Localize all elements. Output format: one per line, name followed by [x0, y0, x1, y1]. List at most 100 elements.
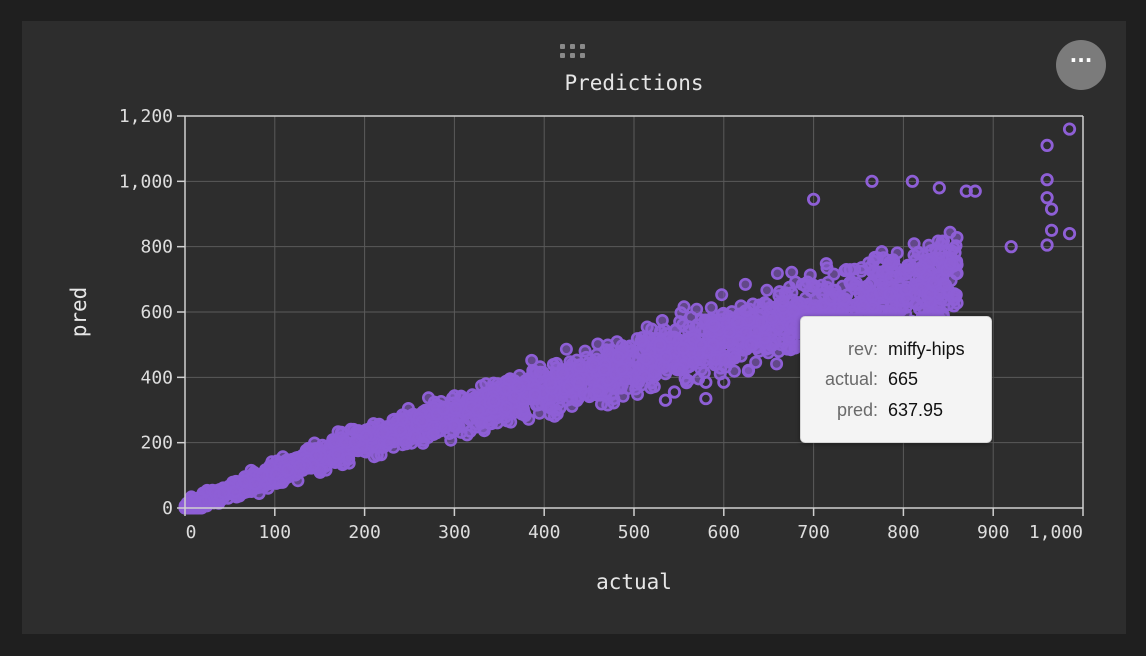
data-point: [676, 318, 690, 332]
tooltip-value: miffy-hips: [888, 339, 965, 359]
data-point: [408, 429, 422, 443]
data-point: [610, 335, 624, 349]
data-point: [658, 393, 673, 407]
data-point: [647, 380, 661, 394]
data-point: [837, 292, 851, 306]
y-tick-label: 1,000: [119, 171, 173, 192]
data-point: [533, 365, 547, 379]
data-point: [959, 184, 973, 198]
data-point: [499, 401, 513, 415]
data-point: [856, 299, 870, 313]
data-point: [900, 292, 914, 306]
data-point: [634, 334, 648, 348]
data-point: [238, 485, 252, 499]
data-point: [694, 338, 708, 352]
data-point: [677, 300, 691, 314]
data-point: [717, 375, 731, 389]
data-point: [449, 401, 463, 415]
data-point: [189, 499, 203, 513]
data-point: [931, 234, 945, 248]
data-point: [722, 325, 736, 339]
data-point: [376, 425, 390, 439]
data-point: [587, 357, 601, 371]
tooltip-row-actual: actual: 665: [801, 369, 991, 391]
data-point: [655, 313, 669, 327]
data-point: [932, 246, 946, 260]
data-point: [731, 315, 745, 329]
x-tick-label: 500: [618, 522, 651, 543]
data-point: [619, 372, 633, 386]
data-point: [681, 373, 695, 388]
data-point: [717, 352, 731, 366]
data-point: [436, 402, 450, 416]
data-point: [1040, 138, 1054, 152]
drag-grip-icon[interactable]: [560, 42, 588, 60]
data-point: [676, 341, 690, 355]
more-options-button[interactable]: ···: [1056, 40, 1106, 90]
data-point: [949, 288, 963, 302]
data-point: [758, 331, 772, 345]
data-point: [639, 352, 653, 366]
data-point: [597, 363, 611, 377]
data-point: [386, 413, 400, 427]
data-point: [948, 246, 962, 260]
data-point: [746, 297, 760, 311]
x-tick-label: 800: [887, 522, 920, 543]
data-point: [572, 376, 586, 390]
data-point: [399, 435, 413, 449]
y-tick-label: 400: [140, 367, 173, 388]
data-point: [823, 293, 837, 307]
data-point: [382, 436, 396, 450]
data-point: [393, 423, 407, 437]
data-point: [772, 344, 786, 358]
data-point: [328, 435, 342, 449]
data-point: [293, 459, 307, 473]
data-point: [950, 231, 964, 245]
data-point: [728, 351, 742, 365]
data-point: [544, 376, 558, 390]
y-tick-label: 800: [140, 237, 173, 258]
data-point: [471, 404, 485, 418]
data-point: [663, 330, 677, 344]
data-point: [883, 287, 897, 301]
data-point: [760, 283, 774, 297]
data-point: [835, 279, 849, 293]
data-point: [865, 174, 879, 188]
data-point: [426, 427, 440, 441]
data-point: [255, 469, 269, 483]
data-point: [1062, 122, 1077, 136]
x-tick-label: 100: [259, 522, 292, 543]
tooltip-row-pred: pred: 637.95: [801, 400, 991, 422]
data-point: [943, 257, 957, 271]
data-point: [1040, 238, 1054, 252]
data-point: [237, 474, 251, 488]
data-point: [1040, 191, 1054, 205]
y-tick-label: 600: [140, 302, 173, 323]
data-point: [786, 304, 800, 318]
data-point: [463, 412, 477, 426]
data-point: [511, 379, 525, 393]
data-point: [716, 306, 730, 320]
data-point: [582, 389, 596, 403]
data-point: [699, 391, 713, 406]
chart-title: Predictions: [564, 71, 703, 95]
data-point: [1040, 173, 1054, 187]
data-point: [508, 390, 522, 404]
x-tick-label: 600: [708, 522, 741, 543]
data-point: [939, 278, 953, 292]
data-point: [907, 248, 921, 262]
data-point: [883, 255, 897, 269]
data-point: [611, 350, 625, 364]
data-point: [715, 288, 729, 302]
data-point: [699, 375, 713, 389]
tooltip-row-rev: rev: miffy-hips: [801, 339, 991, 361]
data-point: [731, 334, 745, 348]
data-point: [487, 394, 501, 408]
y-tick-label: 0: [162, 498, 173, 519]
data-point: [776, 294, 790, 308]
tooltip-key: actual:: [824, 369, 878, 389]
tooltip-value: 637.95: [888, 400, 944, 420]
data-point: [785, 319, 799, 333]
data-point: [498, 382, 512, 396]
